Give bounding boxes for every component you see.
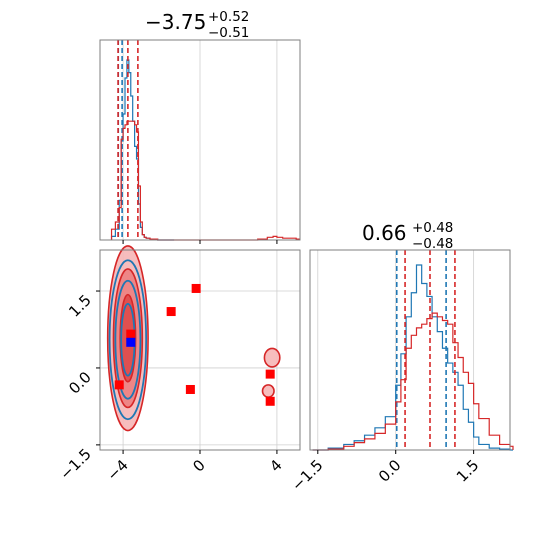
hist-series-b: [110, 120, 300, 241]
hist-series-a: [312, 264, 513, 451]
marker-series-b: [265, 369, 275, 379]
title-right-hist: 0.66 +0.48 −0.48: [362, 220, 453, 252]
title-top-hist: −3.75 +0.52 −0.51: [145, 9, 249, 41]
marker-series-b: [114, 380, 124, 390]
frame-bottom-right: [309, 249, 511, 451]
x-tick-label: 0.0: [375, 456, 405, 486]
hist-series-b: [312, 312, 514, 451]
marker-series-b: [265, 396, 275, 406]
x-tick-label: 1.5: [453, 456, 483, 486]
title-top-sub: −0.51: [208, 25, 249, 41]
contour-series-a: [114, 279, 142, 400]
y-tick-label: −1.5: [56, 445, 94, 483]
y-tick-label: 0.0: [65, 368, 95, 398]
contour-series-b: [263, 347, 281, 368]
contour-series-a: [108, 259, 148, 421]
title-top-sup: +0.52: [208, 9, 249, 25]
panel-bottom-right-histogram: [312, 250, 514, 451]
panel-bottom-left-contour: [100, 245, 300, 450]
title-right-sup: +0.48: [412, 220, 453, 236]
x-tick-label: −4: [104, 456, 132, 484]
y-tick-label: 1.5: [65, 291, 95, 321]
title-right-value: 0.66: [362, 221, 407, 245]
marker-series-b: [126, 329, 136, 339]
x-tick-label: −1.5: [288, 456, 326, 494]
marker-series-b: [191, 283, 201, 293]
marker-series-b: [185, 384, 195, 394]
marker-series-a: [126, 337, 136, 347]
panel-top-left-histogram: [110, 40, 300, 241]
x-tick-label: 4: [266, 456, 285, 475]
title-top-value: −3.75: [145, 10, 206, 34]
title-right-sub: −0.48: [412, 236, 453, 252]
marker-series-b: [166, 307, 176, 317]
contour-series-b: [261, 384, 275, 398]
x-tick-label: 0: [189, 456, 208, 475]
